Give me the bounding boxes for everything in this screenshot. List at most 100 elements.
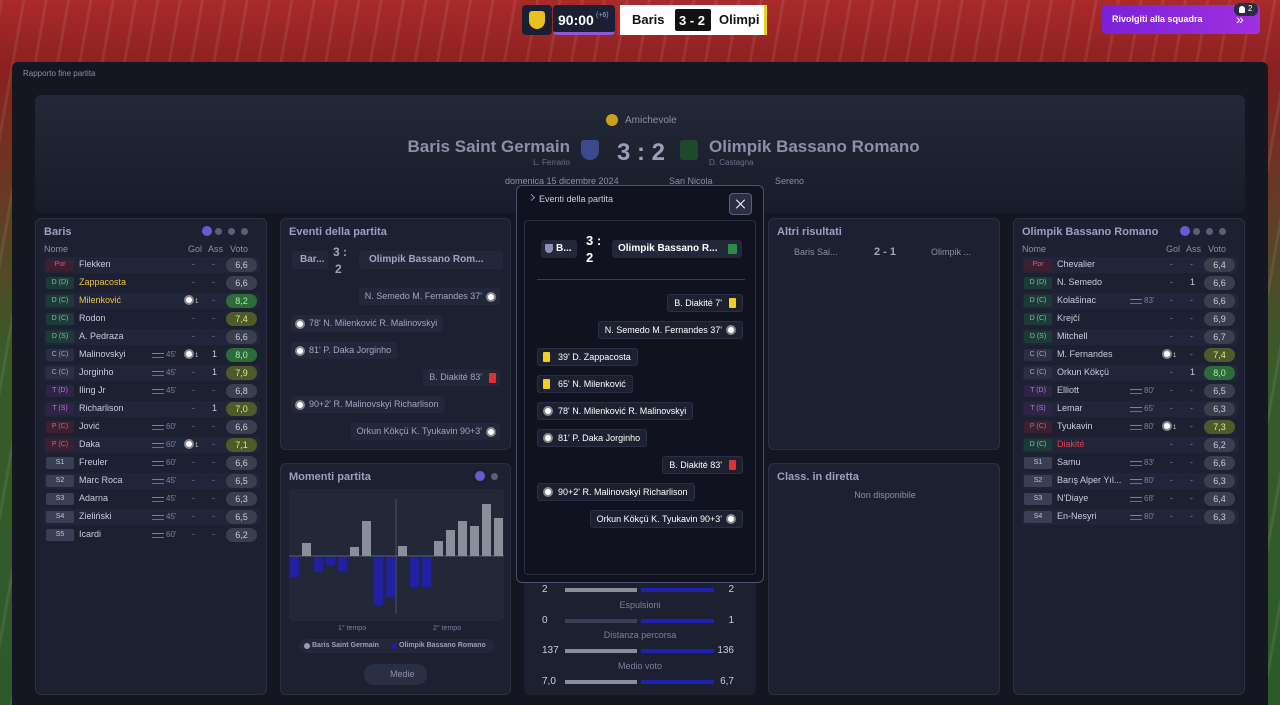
position: S1 bbox=[46, 457, 74, 469]
event-pill: 78' N. Milenković R. Malinovskyi bbox=[537, 402, 694, 420]
player-name: Kolašinac bbox=[1057, 295, 1097, 305]
position: D (D) bbox=[1024, 277, 1052, 289]
home-crest bbox=[581, 140, 599, 160]
sub-minute: 45' bbox=[166, 386, 177, 395]
team-talk-label: Rivolgiti alla squadra bbox=[1112, 14, 1203, 24]
close-button[interactable] bbox=[729, 193, 752, 215]
player-name: Milenković bbox=[79, 295, 122, 305]
panel-title: Baris bbox=[44, 226, 72, 238]
away-team: Olimpik Bassano Romano bbox=[709, 137, 920, 156]
rating: 7,3 bbox=[1204, 420, 1235, 434]
event-pill: 39' D. Zappacosta bbox=[537, 348, 638, 366]
yellow-icon bbox=[543, 379, 550, 389]
goal-icon bbox=[184, 349, 194, 359]
panel-title: Eventi della partita bbox=[289, 226, 387, 238]
panel-title: Altri risultati bbox=[777, 226, 842, 238]
away-bar bbox=[326, 557, 335, 565]
score-bottom: 2 bbox=[586, 250, 594, 265]
sub-minute: 45' bbox=[166, 350, 177, 359]
player-row: D (C) Milenković 1 - 8,2 bbox=[44, 293, 260, 309]
player-row: S3 Adarna 45' - - 6,3 bbox=[44, 491, 260, 507]
rating: 6,5 bbox=[1204, 384, 1235, 398]
position: C (C) bbox=[1024, 349, 1052, 361]
event-text: 81' P. Daka Jorginho bbox=[309, 345, 392, 355]
home-bar bbox=[350, 547, 359, 556]
score-box: Baris 3 - 2 Olimpi bbox=[617, 5, 767, 35]
away-bar bbox=[374, 557, 383, 605]
stat-bar-home bbox=[565, 679, 637, 684]
badge-count: 2 bbox=[1248, 4, 1253, 13]
home-bar bbox=[446, 530, 455, 556]
match-score: 3 : 2 bbox=[617, 139, 666, 166]
position: Por bbox=[46, 259, 74, 271]
position: D (D) bbox=[46, 277, 74, 289]
rating: 7,4 bbox=[1204, 348, 1235, 362]
player-name: Lemar bbox=[1057, 403, 1083, 413]
home-bar bbox=[470, 526, 479, 556]
player-name: Mitchell bbox=[1057, 331, 1088, 341]
assists: - bbox=[212, 511, 215, 521]
assists: - bbox=[1190, 331, 1193, 341]
away-name: Olimpik Bassano R... bbox=[618, 243, 718, 254]
goals: - bbox=[192, 367, 195, 377]
stat-away: 2 bbox=[728, 584, 734, 595]
date: domenica 15 dicembre 2024 bbox=[505, 176, 619, 186]
rating: 6,4 bbox=[1204, 492, 1235, 506]
player-row: S1 Freuler 60' - - 6,6 bbox=[44, 455, 260, 471]
stadium: San Nicola bbox=[669, 176, 713, 186]
position: P (C) bbox=[1024, 421, 1052, 433]
sub-minute: 45' bbox=[166, 494, 177, 503]
competition: Amichevole bbox=[625, 115, 677, 126]
stat-away: 6,7 bbox=[720, 675, 734, 687]
player-row: S4 Zieliński 45' - - 6,5 bbox=[44, 509, 260, 525]
away-bar bbox=[410, 557, 419, 587]
goals: - bbox=[192, 313, 195, 323]
assists: - bbox=[212, 313, 215, 323]
goals: - bbox=[192, 385, 195, 395]
chevrons: » bbox=[1236, 11, 1244, 27]
home-bar bbox=[398, 546, 407, 556]
home-team: Baris Saint Germain bbox=[407, 137, 570, 156]
sub-minute: 83' bbox=[1144, 458, 1155, 467]
position: S2 bbox=[1024, 475, 1052, 487]
player-row: S2 Marc Roca 45' - - 6,5 bbox=[44, 473, 260, 489]
event-pill: 90+2' R. Malinovskyi Richarlison bbox=[537, 483, 695, 501]
event-pill: Orkun Kökçü K. Tyukavin 90+3' bbox=[350, 423, 500, 440]
player-name: Zappacosta bbox=[79, 277, 127, 287]
goals: - bbox=[1170, 475, 1173, 485]
event-text: 65' N. Milenković bbox=[558, 379, 626, 389]
goals: - bbox=[1170, 277, 1173, 287]
goals: 1 bbox=[195, 443, 199, 449]
player-name: Freuler bbox=[79, 457, 108, 467]
averages-button[interactable]: Medie bbox=[364, 664, 427, 685]
sub-minute: 45' bbox=[166, 476, 177, 485]
event-pill: 65' N. Milenković bbox=[537, 375, 633, 393]
player-name: Jorginho bbox=[79, 367, 114, 377]
player-name: Iling Jr bbox=[79, 385, 106, 395]
goals: - bbox=[1170, 457, 1173, 467]
stat-label: Espulsioni bbox=[619, 599, 661, 610]
event-text: 90+2' R. Malinovskyi Richarlison bbox=[558, 487, 688, 497]
player-row: S1 Samu 83' - - 6,6 bbox=[1022, 455, 1238, 471]
goal-icon bbox=[1162, 421, 1172, 431]
page-dot bbox=[1206, 228, 1213, 235]
page-title: Rapporto fine partita bbox=[23, 69, 96, 78]
home-panel: Baris Nome Gol Ass Voto Por Flekken - - 6,6 D (D) Z… bbox=[35, 218, 267, 695]
player-row: T (D) Iling Jr 45' - - 6,8 bbox=[44, 383, 260, 399]
crest bbox=[728, 244, 737, 254]
assists: 1 bbox=[1190, 277, 1196, 287]
position: S2 bbox=[46, 475, 74, 487]
team-talk-button[interactable]: Rivolgiti alla squadra » bbox=[1102, 5, 1260, 34]
sub-minute: 45' bbox=[166, 368, 177, 377]
position: T (D) bbox=[1024, 385, 1052, 397]
event-pill: 81' P. Daka Jorginho bbox=[537, 429, 648, 447]
page-dot bbox=[202, 226, 212, 236]
event-pill: B. Diakité 7' bbox=[667, 294, 743, 312]
assists: 1 bbox=[212, 403, 218, 413]
sub-minute: 83' bbox=[1144, 296, 1155, 305]
assists: - bbox=[212, 385, 215, 395]
position: S4 bbox=[46, 511, 74, 523]
legend: Baris Saint Germain Olimpik Bassano Roman… bbox=[299, 639, 495, 653]
legend-entry: Baris Saint Germain bbox=[312, 642, 379, 649]
rating: 6,6 bbox=[226, 276, 257, 290]
